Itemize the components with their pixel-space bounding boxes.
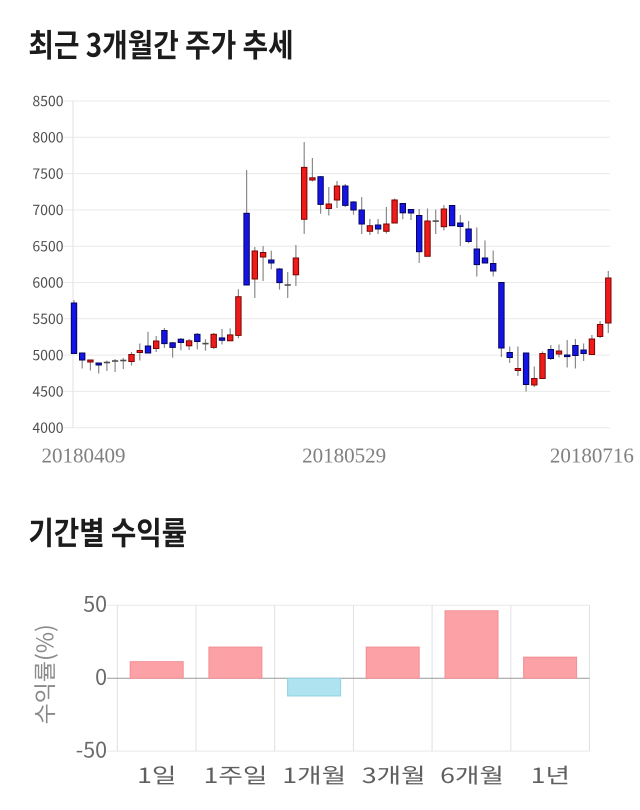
svg-text:20180409: 20180409	[42, 443, 126, 467]
svg-text:20180716: 20180716	[550, 443, 634, 467]
svg-text:20180529: 20180529	[302, 443, 386, 467]
